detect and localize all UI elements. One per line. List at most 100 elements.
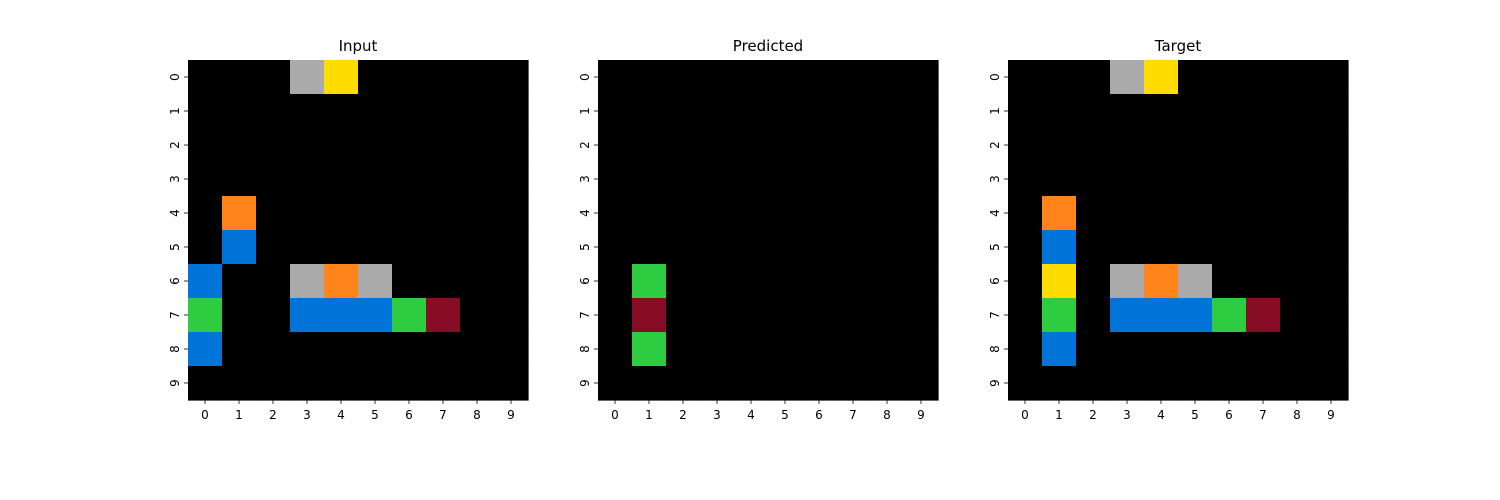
input-x-tick-label: 4 — [337, 408, 345, 422]
predicted-cell-r6-c6 — [802, 264, 837, 299]
input-cell-r4-c8 — [460, 196, 495, 231]
predicted-cell-r2-c9 — [904, 128, 939, 163]
target-cell-r8-c3 — [1110, 332, 1145, 367]
predicted-cell-r4-c7 — [836, 196, 871, 231]
target-cell-r2-c7 — [1246, 128, 1281, 163]
input-x-tick-label: 9 — [507, 408, 515, 422]
input-cell-r0-c0 — [188, 60, 223, 95]
predicted-cell-r5-c5 — [768, 230, 803, 265]
predicted-cell-r1-c9 — [904, 94, 939, 129]
target-cell-r4-c9 — [1314, 196, 1349, 231]
predicted-cell-r9-c2 — [666, 366, 701, 401]
predicted-cell-r7-c4 — [734, 298, 769, 333]
predicted-cell-r5-c6 — [802, 230, 837, 265]
input-cell-r7-c2 — [256, 298, 291, 333]
input-y-tick-label: 1 — [168, 107, 182, 115]
input-cell-r9-c1 — [222, 366, 257, 401]
predicted-cell-r8-c6 — [802, 332, 837, 367]
predicted-cell-r9-c3 — [700, 366, 735, 401]
input-cell-r7-c4 — [324, 298, 359, 333]
target-cell-r8-c7 — [1246, 332, 1281, 367]
predicted-cell-r2-c6 — [802, 128, 837, 163]
predicted-cell-r4-c0 — [598, 196, 633, 231]
target-cell-r4-c0 — [1008, 196, 1043, 231]
target-cell-r6-c9 — [1314, 264, 1349, 299]
predicted-cell-r7-c2 — [666, 298, 701, 333]
input-cell-r3-c3 — [290, 162, 325, 197]
input-cell-r0-c1 — [222, 60, 257, 95]
target-cell-r6-c0 — [1008, 264, 1043, 299]
input-cell-r1-c1 — [222, 94, 257, 129]
target-cell-r4-c6 — [1212, 196, 1247, 231]
predicted-cell-r6-c5 — [768, 264, 803, 299]
target-cell-r3-c9 — [1314, 162, 1349, 197]
target-cell-r3-c3 — [1110, 162, 1145, 197]
target-cell-r1-c3 — [1110, 94, 1145, 129]
predicted-cell-r3-c5 — [768, 162, 803, 197]
predicted-cell-r6-c3 — [700, 264, 735, 299]
predicted-y-tick-label: 4 — [578, 209, 592, 217]
input-cell-r0-c3 — [290, 60, 325, 95]
input-cell-r7-c1 — [222, 298, 257, 333]
target-cell-r7-c3 — [1110, 298, 1145, 333]
target-x-tick-label: 3 — [1123, 408, 1131, 422]
input-cell-r8-c8 — [460, 332, 495, 367]
input-cell-r2-c3 — [290, 128, 325, 163]
target-x-tick-label: 7 — [1259, 408, 1267, 422]
target-x-tick-label: 6 — [1225, 408, 1233, 422]
input-cell-r1-c2 — [256, 94, 291, 129]
predicted-cell-r6-c9 — [904, 264, 939, 299]
target-cell-r4-c5 — [1178, 196, 1213, 231]
input-y-tick-label: 0 — [168, 73, 182, 81]
predicted-cell-r4-c9 — [904, 196, 939, 231]
predicted-cell-r3-c1 — [632, 162, 667, 197]
target-cell-r3-c1 — [1042, 162, 1077, 197]
predicted-cell-r6-c7 — [836, 264, 871, 299]
predicted-cell-r6-c8 — [870, 264, 905, 299]
target-y-tick-label: 7 — [988, 311, 1002, 319]
target-cell-r9-c0 — [1008, 366, 1043, 401]
target-cell-r3-c2 — [1076, 162, 1111, 197]
predicted-cell-r9-c9 — [904, 366, 939, 401]
input-cell-r6-c1 — [222, 264, 257, 299]
target-cell-r8-c4 — [1144, 332, 1179, 367]
input-cell-r9-c3 — [290, 366, 325, 401]
input-cell-r9-c4 — [324, 366, 359, 401]
target-cell-r0-c9 — [1314, 60, 1349, 95]
target-cell-r1-c4 — [1144, 94, 1179, 129]
input-cell-r3-c8 — [460, 162, 495, 197]
input-cell-r8-c2 — [256, 332, 291, 367]
target-cell-r2-c0 — [1008, 128, 1043, 163]
predicted-cell-r1-c5 — [768, 94, 803, 129]
input-cell-r4-c1 — [222, 196, 257, 231]
input-cell-r2-c5 — [358, 128, 393, 163]
input-cell-r2-c2 — [256, 128, 291, 163]
predicted-cell-r0-c3 — [700, 60, 735, 95]
input-cell-r1-c4 — [324, 94, 359, 129]
target-cell-r0-c1 — [1042, 60, 1077, 95]
input-cell-r7-c3 — [290, 298, 325, 333]
input-cell-r9-c2 — [256, 366, 291, 401]
predicted-x-tick-label: 8 — [883, 408, 891, 422]
input-cell-r6-c5 — [358, 264, 393, 299]
predicted-cell-r3-c0 — [598, 162, 633, 197]
target-cell-r7-c0 — [1008, 298, 1043, 333]
target-cell-r7-c2 — [1076, 298, 1111, 333]
predicted-cell-r5-c4 — [734, 230, 769, 265]
target-cell-r1-c1 — [1042, 94, 1077, 129]
predicted-cell-r2-c2 — [666, 128, 701, 163]
predicted-y-tick-label: 3 — [578, 175, 592, 183]
predicted-cell-r8-c1 — [632, 332, 667, 367]
input-cell-r6-c3 — [290, 264, 325, 299]
target-y-tick-label: 8 — [988, 345, 1002, 353]
target-cell-r6-c2 — [1076, 264, 1111, 299]
predicted-cell-r9-c1 — [632, 366, 667, 401]
input-cell-r0-c2 — [256, 60, 291, 95]
input-cell-r2-c7 — [426, 128, 461, 163]
input-cell-r0-c8 — [460, 60, 495, 95]
input-cell-r8-c9 — [494, 332, 529, 367]
target-cell-r7-c4 — [1144, 298, 1179, 333]
target-cell-r3-c6 — [1212, 162, 1247, 197]
predicted-y-tick-label: 1 — [578, 107, 592, 115]
target-cell-r5-c8 — [1280, 230, 1315, 265]
